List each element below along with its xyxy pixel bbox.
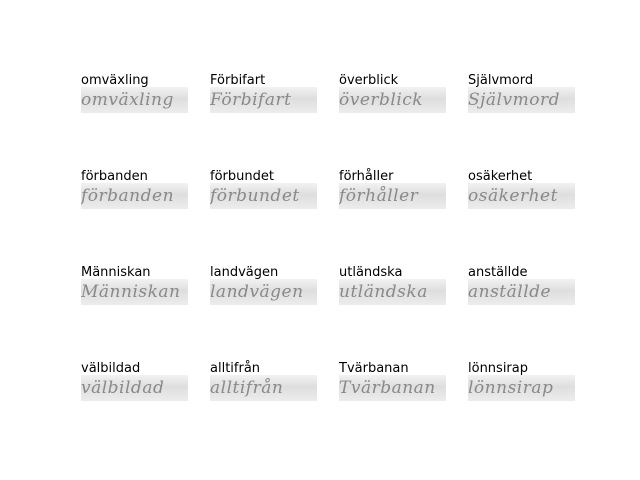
handwriting-image: anställde: [468, 279, 575, 305]
sample-cell: anställde anställde: [468, 265, 576, 325]
sample-label: förbanden: [81, 169, 148, 184]
handwriting-text: Människan: [81, 282, 181, 302]
sample-cell: förbanden förbanden: [81, 169, 189, 229]
handwriting-image: välbildad: [81, 375, 188, 401]
handwriting-image: landvägen: [210, 279, 317, 305]
handwriting-text: Självmord: [468, 90, 560, 110]
handwriting-image: lönnsirap: [468, 375, 575, 401]
sample-cell: Människan Människan: [81, 265, 189, 325]
handwriting-text: alltifrån: [210, 378, 284, 398]
sample-cell: förbundet förbundet: [210, 169, 318, 229]
handwriting-text: förbundet: [210, 186, 300, 206]
sample-cell: överblick överblick: [339, 73, 447, 133]
sample-label: Förbifart: [210, 73, 266, 88]
sample-cell: utländska utländska: [339, 265, 447, 325]
handwriting-text: lönnsirap: [468, 378, 554, 398]
sample-label: förbundet: [210, 169, 274, 184]
sample-cell: lönnsirap lönnsirap: [468, 361, 576, 421]
handwriting-image: Självmord: [468, 87, 575, 113]
sample-cell: välbildad välbildad: [81, 361, 189, 421]
handwriting-image: förbanden: [81, 183, 188, 209]
handwriting-image: Förbifart: [210, 87, 317, 113]
sample-label: omväxling: [81, 73, 149, 88]
sample-cell: Tvärbanan Tvärbanan: [339, 361, 447, 421]
sample-cell: Förbifart Förbifart: [210, 73, 318, 133]
sample-cell: förhåller förhåller: [339, 169, 447, 229]
handwriting-text: förbanden: [81, 186, 175, 206]
handwriting-image: Människan: [81, 279, 188, 305]
handwriting-text: osäkerhet: [468, 186, 558, 206]
sample-cell: Självmord Självmord: [468, 73, 576, 133]
handwriting-image: förbundet: [210, 183, 317, 209]
handwriting-text: välbildad: [81, 378, 165, 398]
handwriting-text: anställde: [468, 282, 552, 302]
sample-cell: osäkerhet osäkerhet: [468, 169, 576, 229]
handwriting-image: förhåller: [339, 183, 446, 209]
handwriting-text: utländska: [339, 282, 428, 302]
sample-label: alltifrån: [210, 361, 261, 376]
sample-cell: alltifrån alltifrån: [210, 361, 318, 421]
handwriting-image: omväxling: [81, 87, 188, 113]
handwriting-text: Tvärbanan: [339, 378, 436, 398]
sample-cell: omväxling omväxling: [81, 73, 189, 133]
handwriting-text: förhåller: [339, 186, 419, 206]
handwriting-text: omväxling: [81, 90, 174, 110]
handwriting-text: överblick: [339, 90, 424, 110]
sample-label: Självmord: [468, 73, 534, 88]
handwriting-image: Tvärbanan: [339, 375, 446, 401]
sample-label: landvägen: [210, 265, 279, 280]
handwriting-image: alltifrån: [210, 375, 317, 401]
sample-label: välbildad: [81, 361, 141, 376]
handwriting-text: landvägen: [210, 282, 304, 302]
handwriting-image: överblick: [339, 87, 446, 113]
handwriting-text: Förbifart: [210, 90, 292, 110]
sample-label: utländska: [339, 265, 403, 280]
sample-label: osäkerhet: [468, 169, 533, 184]
sample-label: Tvärbanan: [339, 361, 409, 376]
handwriting-image: utländska: [339, 279, 446, 305]
sample-label: Människan: [81, 265, 151, 280]
sample-label: lönnsirap: [468, 361, 528, 376]
sample-label: överblick: [339, 73, 399, 88]
handwriting-image: osäkerhet: [468, 183, 575, 209]
sample-label: anställde: [468, 265, 528, 280]
sample-label: förhåller: [339, 169, 394, 184]
sample-cell: landvägen landvägen: [210, 265, 318, 325]
